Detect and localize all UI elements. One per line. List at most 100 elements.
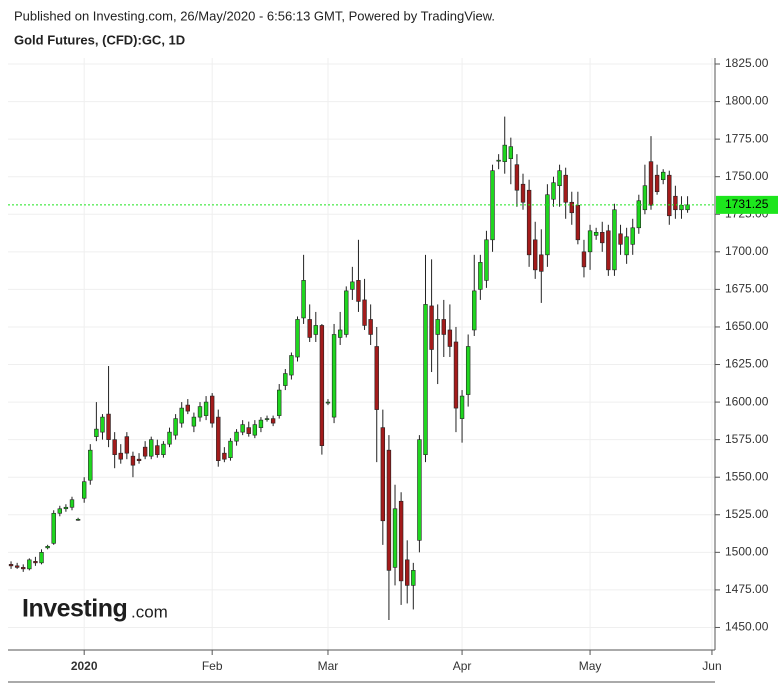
candle-body [453, 341, 459, 409]
candle-body [514, 164, 520, 191]
candle-body [679, 204, 684, 211]
candle-body [106, 413, 111, 440]
candle-body [149, 439, 154, 457]
candle-body [313, 325, 318, 335]
x-tick-label: Jun [702, 659, 721, 673]
candle-body [39, 552, 44, 564]
candle-body [502, 144, 507, 162]
candle-body [417, 439, 422, 541]
candle-body [362, 299, 367, 326]
candle-body [14, 565, 20, 568]
candle-body [69, 499, 75, 508]
candle-body [246, 427, 251, 434]
candle-body [654, 174, 660, 193]
x-tick-label: Apr [453, 659, 472, 673]
candle-body [203, 401, 209, 416]
candles [8, 116, 690, 620]
candle-body [33, 561, 38, 564]
candle-body [350, 281, 355, 290]
candle-body [270, 418, 276, 424]
candle-body [441, 319, 446, 335]
candle-body [185, 404, 190, 412]
candle-body [386, 449, 392, 571]
candle-body [209, 395, 215, 424]
candle-body [398, 500, 404, 582]
candle-body [520, 183, 526, 203]
x-tick-label: May [579, 659, 602, 673]
candle-body [344, 290, 349, 335]
candle-body [374, 346, 379, 410]
candle-body [75, 518, 81, 521]
candle-body [612, 209, 617, 271]
candle-body [173, 418, 178, 436]
candle-body [551, 182, 556, 200]
y-tick-label: 1800.00 [725, 94, 769, 108]
watermark-brand: Investing [22, 595, 127, 623]
candle-body [411, 570, 416, 586]
candle-body [264, 418, 270, 420]
candle-body [136, 458, 142, 461]
candle-body [575, 204, 581, 241]
candle-body [539, 254, 544, 272]
candle-body [648, 161, 654, 206]
candle-body [368, 319, 373, 335]
y-tick-label: 1450.00 [725, 620, 769, 634]
y-tick-label: 1825.00 [725, 56, 769, 70]
candle-body [94, 428, 99, 437]
y-tick-label: 1700.00 [725, 244, 769, 258]
candle-body [191, 416, 197, 427]
x-tick-label: 2020 [71, 659, 98, 673]
candle-body [642, 185, 648, 211]
last-price-badge [716, 195, 778, 214]
candle-body [222, 452, 227, 460]
candle-body [307, 319, 312, 338]
x-tick-label: Mar [318, 659, 339, 673]
candle-body [545, 194, 550, 256]
candle-body [593, 231, 599, 236]
candle-body [319, 325, 325, 446]
candle-body [557, 170, 562, 187]
candle-body [624, 236, 629, 256]
candle-body [228, 440, 233, 458]
candle-body [618, 233, 623, 245]
candle-body [472, 290, 477, 331]
candle-body [167, 431, 172, 445]
candle-body [465, 346, 471, 395]
y-tick-label: 1550.00 [725, 469, 769, 483]
candle-body [100, 416, 105, 433]
candle-body [112, 439, 117, 455]
y-tick-label: 1600.00 [725, 394, 769, 408]
candle-body [356, 280, 361, 302]
candle-body [21, 567, 26, 570]
candle-body [606, 230, 611, 271]
candle-body [600, 231, 605, 244]
candle-body [478, 262, 483, 290]
candle-body [563, 174, 568, 203]
candle-body [325, 401, 331, 404]
candle-body [124, 436, 130, 454]
candle-body [496, 159, 501, 162]
candle-body [337, 329, 343, 338]
candle-body [508, 146, 514, 159]
candle-body [283, 373, 288, 386]
candle-body [405, 559, 410, 586]
candle-body [667, 174, 672, 217]
candle-body [179, 407, 184, 424]
candle-body [240, 424, 245, 433]
candle-body [142, 446, 148, 457]
candle-body [661, 171, 666, 181]
candle-body [331, 334, 337, 418]
candle-body [526, 189, 532, 256]
candle-body [118, 452, 123, 460]
published-note: Published on Investing.com, 26/May/2020 … [14, 8, 495, 23]
x-tick-label: Feb [202, 659, 223, 673]
y-tick-label: 1525.00 [725, 507, 769, 521]
candle-body [685, 204, 690, 211]
candle-body [234, 431, 239, 442]
y-tick-label: 1775.00 [725, 131, 769, 145]
candle-body [57, 508, 62, 514]
candle-body [587, 230, 593, 253]
candle-body [435, 319, 440, 335]
candle-body [289, 355, 294, 376]
